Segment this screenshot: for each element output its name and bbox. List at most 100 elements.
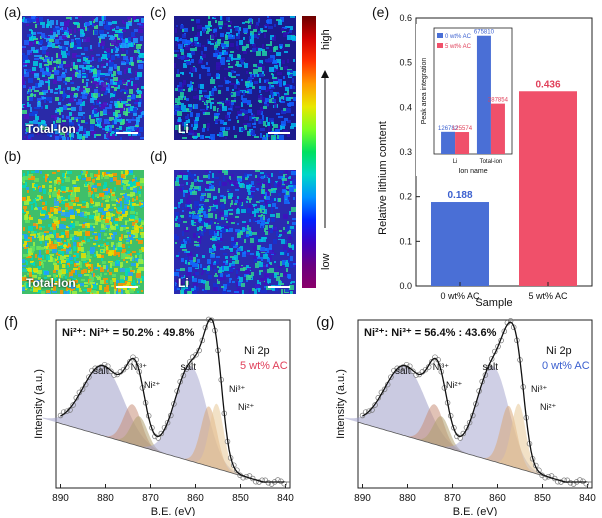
heatmap-pixel bbox=[134, 191, 137, 193]
heatmap-pixel bbox=[106, 195, 109, 200]
heatmap-pixel bbox=[238, 199, 243, 202]
heatmap-pixel bbox=[191, 43, 195, 45]
heatmap-pixel bbox=[290, 282, 292, 284]
heatmap-pixel bbox=[73, 65, 78, 69]
heatmap-pixel bbox=[236, 274, 238, 278]
heatmap-pixel bbox=[59, 273, 61, 278]
heatmap-pixel bbox=[57, 76, 62, 81]
heatmap-pixel bbox=[111, 74, 114, 77]
panel-label-b: (b) bbox=[4, 148, 22, 164]
heatmap-pixel bbox=[31, 249, 34, 253]
heatmap-pixel bbox=[95, 210, 100, 212]
heatmap-pixel bbox=[55, 281, 60, 285]
xps-ylabel: Intensity (a.u.) bbox=[33, 369, 45, 439]
heatmap-pixel bbox=[175, 28, 177, 33]
heatmap-pixel bbox=[90, 226, 94, 231]
heatmap-pixel bbox=[286, 260, 288, 263]
heatmap-pixel bbox=[79, 88, 83, 92]
heatmap-pixel bbox=[251, 181, 254, 185]
heatmap-pixel bbox=[276, 276, 280, 281]
heatmap-pixel bbox=[263, 121, 266, 126]
heatmap-pixel bbox=[129, 137, 133, 140]
heatmap-pixel bbox=[44, 35, 47, 38]
heatmap-pixel bbox=[213, 196, 217, 199]
heatmap-pixel bbox=[260, 66, 265, 70]
heatmap-pixel bbox=[140, 36, 143, 41]
heatmap-pixel bbox=[130, 192, 135, 196]
heatmap-pixel bbox=[74, 231, 77, 235]
heatmap-pixel bbox=[23, 173, 25, 178]
heatmap-pixel bbox=[124, 235, 128, 238]
heatmap-pixel bbox=[87, 86, 92, 88]
heatmap-pixel bbox=[116, 252, 119, 255]
heatmap-pixel bbox=[46, 250, 49, 254]
heatmap-pixel bbox=[89, 115, 91, 119]
heatmap-pixel bbox=[59, 261, 61, 264]
heatmap-pixel bbox=[126, 67, 129, 70]
heatmap-pixel bbox=[265, 199, 269, 202]
heatmap-pixel bbox=[181, 244, 186, 248]
heatmap-pixel bbox=[22, 76, 24, 80]
heatmap-pixel bbox=[278, 93, 280, 97]
heatmap-pixel bbox=[113, 71, 116, 76]
inset-legend-swatch bbox=[437, 33, 443, 38]
heatmap-pixel bbox=[291, 207, 296, 212]
heatmap-pixel bbox=[65, 203, 69, 207]
heatmap-pixel bbox=[285, 170, 288, 174]
heatmap-pixel bbox=[231, 76, 236, 78]
heatmap-pixel bbox=[79, 290, 82, 292]
heatmap-pixel bbox=[273, 124, 278, 128]
heatmap-pixel bbox=[182, 34, 186, 38]
heatmap-pixel bbox=[128, 43, 133, 47]
heatmap-pixel bbox=[62, 55, 67, 58]
heatmap-pixel bbox=[235, 206, 237, 211]
heatmap-pixel bbox=[22, 287, 25, 291]
heatmap-pixel bbox=[209, 137, 213, 139]
heatmap-pixel bbox=[196, 95, 201, 99]
heatmap-pixel bbox=[55, 129, 60, 134]
heatmap-pixel bbox=[70, 82, 74, 84]
heatmap-pixel bbox=[127, 232, 131, 234]
heatmap-pixel bbox=[139, 127, 143, 129]
heatmap-pixel bbox=[216, 226, 221, 230]
heatmap-pixel bbox=[39, 273, 41, 276]
heatmap-pixel bbox=[286, 268, 288, 272]
heatmap-pixel bbox=[28, 78, 33, 83]
heatmap-pixel bbox=[180, 72, 184, 74]
heatmap-pixel bbox=[116, 260, 119, 264]
heatmap-pixel bbox=[98, 36, 103, 38]
heatmap-pixel bbox=[188, 195, 190, 198]
heatmap-pixel bbox=[217, 39, 221, 44]
heatmap-pixel bbox=[178, 56, 183, 59]
heatmap-pixel bbox=[260, 223, 264, 228]
heatmap-pixel bbox=[289, 29, 292, 33]
heatmap-pixel bbox=[241, 183, 244, 185]
heatmap-pixel bbox=[280, 125, 282, 130]
heatmap-pixel bbox=[71, 133, 74, 137]
heatmap-pixel bbox=[293, 263, 296, 265]
heatmap-pixel bbox=[208, 275, 212, 279]
heatmap-pixel bbox=[186, 109, 191, 112]
heatmap-pixel bbox=[65, 212, 70, 217]
heatmap-pixel bbox=[112, 278, 116, 282]
heatmap-pixel bbox=[255, 219, 258, 221]
heatmap-pixel bbox=[62, 120, 66, 122]
heatmap-pixel bbox=[220, 233, 222, 238]
heatmap-pixel bbox=[25, 260, 27, 262]
heatmap-pixel bbox=[24, 209, 26, 212]
heatmap-pixel bbox=[23, 244, 26, 247]
heatmap-pixel bbox=[215, 247, 218, 250]
heatmap-pixel bbox=[258, 18, 260, 23]
heatmap-pixel bbox=[58, 85, 61, 89]
heatmap-pixel bbox=[125, 44, 129, 48]
heatmap-pixel bbox=[133, 175, 135, 178]
heatmap-pixel bbox=[111, 285, 114, 287]
heatmap-pixel bbox=[292, 71, 296, 76]
heatmap-pixel bbox=[39, 92, 43, 95]
xps-data-point bbox=[108, 368, 114, 375]
heatmap-pixel bbox=[51, 115, 55, 118]
heatmap-pixel bbox=[58, 182, 60, 185]
heatmap-pixel bbox=[231, 265, 235, 268]
heatmap-pixel bbox=[76, 39, 81, 43]
heatmap-pixel bbox=[120, 120, 124, 125]
